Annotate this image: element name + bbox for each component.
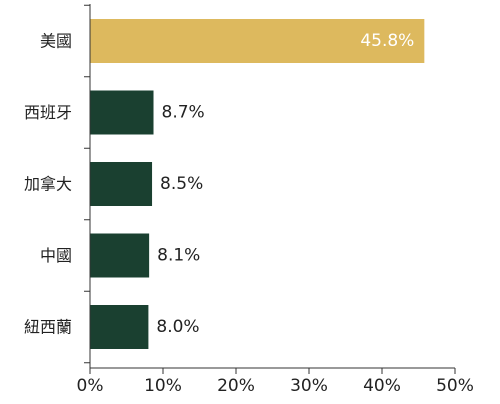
category-label: 西班牙: [24, 103, 72, 122]
x-tick-label: 20%: [217, 376, 255, 396]
bar-4: [90, 305, 149, 349]
category-label: 加拿大: [24, 175, 72, 194]
bar-2: [90, 162, 153, 206]
category-label: 紐西蘭: [24, 318, 72, 337]
x-tick-label: 30%: [290, 376, 328, 396]
bar-1: [90, 90, 154, 135]
bar-0: [90, 19, 425, 63]
x-tick-label: 10%: [144, 376, 182, 396]
category-label: 美國: [40, 32, 72, 51]
bar-3: [90, 233, 150, 278]
value-label: 8.7%: [162, 103, 205, 123]
value-label: 45.8%: [360, 31, 414, 51]
value-label: 8.5%: [160, 174, 203, 194]
x-tick-label: 50%: [436, 376, 474, 396]
value-label: 8.0%: [156, 317, 199, 337]
x-tick-label: 40%: [363, 376, 401, 396]
value-label: 8.1%: [157, 246, 200, 266]
x-tick-label: 0%: [77, 376, 104, 396]
category-label: 中國: [40, 246, 72, 265]
